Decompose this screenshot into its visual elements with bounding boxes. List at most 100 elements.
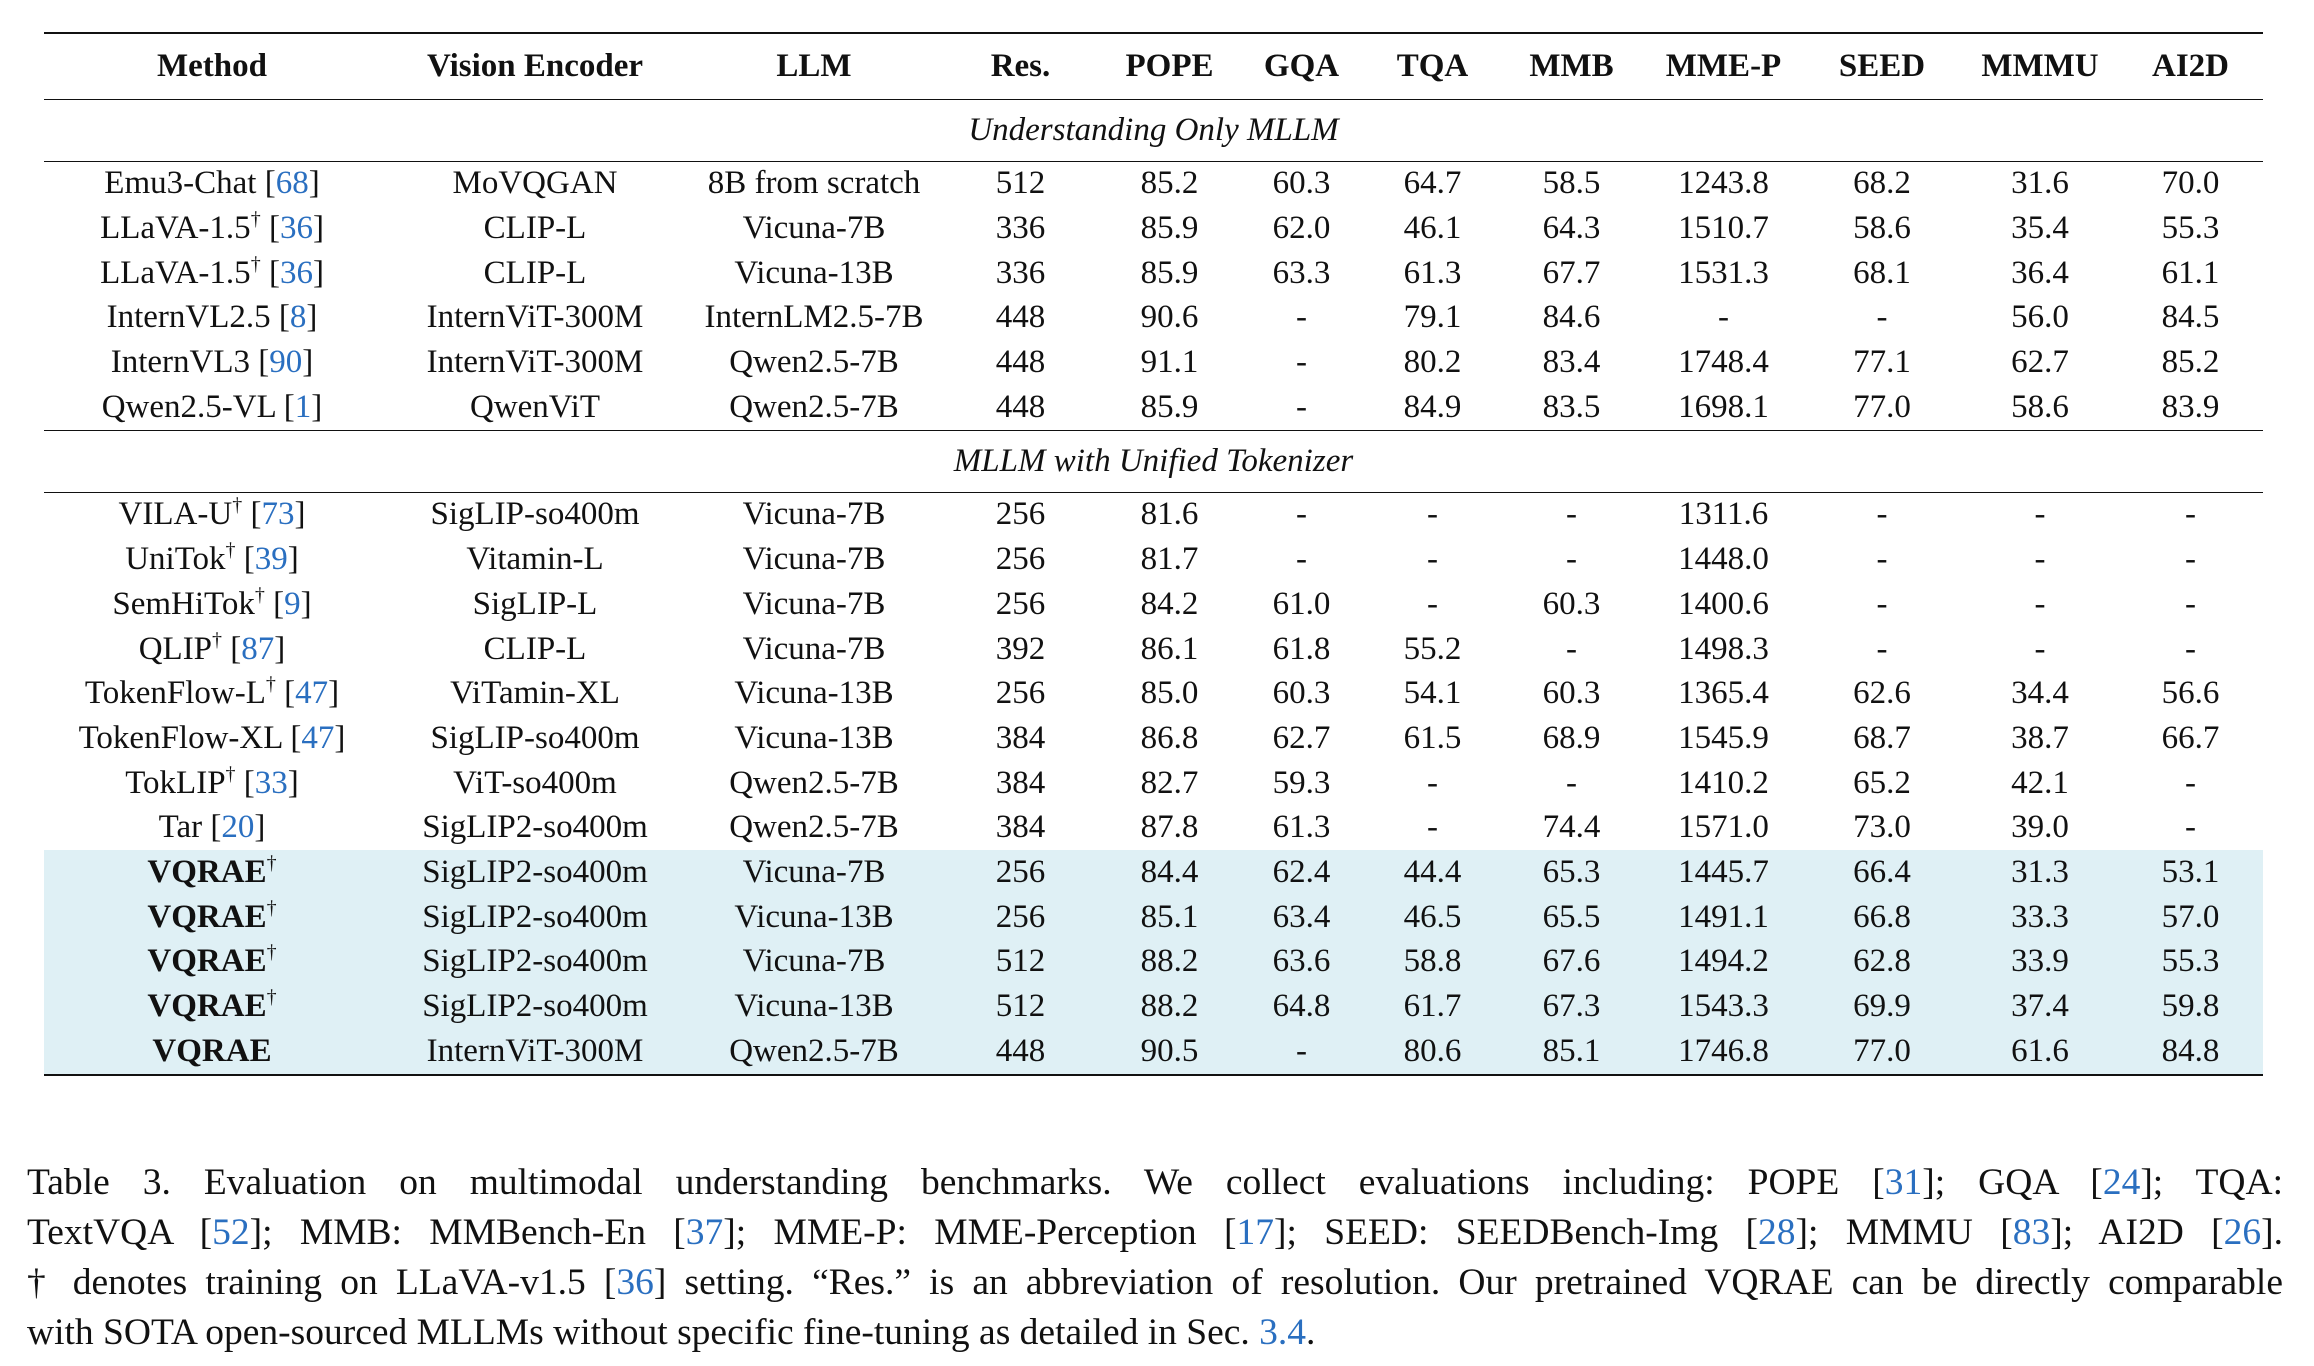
cell-mme-p: 1365.4 <box>1678 675 1769 712</box>
cell-tqa: 54.1 <box>1403 675 1462 712</box>
cell-mmb: 85.1 <box>1498 1028 1645 1076</box>
citation-link[interactable]: 8 <box>289 299 307 336</box>
method-name: TokLIP <box>125 764 226 801</box>
citation-link[interactable]: 87 <box>241 630 275 667</box>
cell-llm: Vicuna-13B <box>690 894 938 940</box>
method-name: LLaVA-1.5 <box>100 210 251 247</box>
column-header: GQA <box>1236 32 1367 100</box>
citation-link[interactable]: 68 <box>275 165 309 202</box>
column-header: POPE <box>1103 32 1236 100</box>
citation-link[interactable]: 3.4 <box>1259 1312 1307 1353</box>
dagger-mark: † <box>250 208 261 231</box>
dagger-mark: † <box>265 673 276 696</box>
cell-mmmu: 56.0 <box>2011 299 2069 336</box>
cell-mmb: 67.7 <box>1542 254 1601 291</box>
cell-mme-p: 1545.9 <box>1678 719 1769 756</box>
cell-mme-p: 1510.7 <box>1678 210 1769 247</box>
method-name: QLIP <box>138 630 213 667</box>
cell-gqa: 62.4 <box>1236 850 1367 895</box>
citation-link[interactable]: 47 <box>295 675 329 712</box>
cell-res-: 256 <box>995 675 1046 712</box>
citation-link[interactable]: 26 <box>2223 1212 2262 1253</box>
method-name: VQRAE <box>147 898 267 935</box>
citation-link[interactable]: 1 <box>294 388 312 425</box>
citation-link[interactable]: 20 <box>221 809 255 846</box>
cell-seed: - <box>1876 585 1888 622</box>
section-header-row: MLLM with Unified Tokenizer <box>44 429 2263 493</box>
citation-link[interactable]: 36 <box>279 254 313 291</box>
citation-link[interactable]: 9 <box>284 585 301 622</box>
citation-link[interactable]: 36 <box>616 1262 654 1303</box>
cell-llm: Qwen2.5-7B <box>729 344 899 381</box>
citation-link[interactable]: 47 <box>301 719 335 756</box>
cell-llm: Vicuna-13B <box>734 254 894 291</box>
method-name: Emu3-Chat <box>104 165 257 202</box>
method-cell: Qwen2.5-VL [1] <box>101 388 323 425</box>
cell-res-: 256 <box>995 541 1046 578</box>
cell-seed: 77.1 <box>1853 344 1911 381</box>
cell-gqa: - <box>1296 541 1307 578</box>
cell-mmb: 65.3 <box>1498 850 1645 895</box>
cell-res-: 512 <box>995 165 1046 202</box>
column-header: LLM <box>690 32 938 100</box>
column-header: Res. <box>938 32 1103 100</box>
cell-tqa: - <box>1427 496 1438 533</box>
cell-seed: 62.6 <box>1853 675 1911 712</box>
cell-mme-p: 1698.1 <box>1678 388 1769 425</box>
citation-link[interactable]: 24 <box>2102 1162 2141 1203</box>
cell-mmb: - <box>1566 541 1577 578</box>
cell-mme-p: 1748.4 <box>1678 344 1769 381</box>
cell-llm: Vicuna-13B <box>734 675 894 712</box>
cell-mmmu: - <box>2034 630 2046 667</box>
cell-ai2d: 61.1 <box>2161 254 2220 291</box>
citation-link[interactable]: 17 <box>1236 1212 1275 1253</box>
citation-link[interactable]: 90 <box>269 344 303 381</box>
citation-link[interactable]: 83 <box>2012 1212 2051 1253</box>
citation-link[interactable]: 37 <box>685 1212 724 1253</box>
citation-link[interactable]: 73 <box>261 496 295 533</box>
cell-gqa: 61.0 <box>1272 585 1331 622</box>
cell-seed: 68.7 <box>1853 719 1911 756</box>
cell-ai2d: 57.0 <box>2118 894 2263 940</box>
cell-res-: 256 <box>938 894 1103 940</box>
caption-text: ]; MMB: MMBench-En [ <box>249 1212 686 1253</box>
cell-res-: 384 <box>995 764 1046 801</box>
caption-text: ]; SEED: SEEDBench-Img [ <box>1274 1212 1759 1253</box>
method-name: Qwen2.5-VL <box>101 388 276 425</box>
cell-gqa: 63.3 <box>1272 254 1331 291</box>
cell-mmmu: 61.6 <box>1962 1028 2118 1076</box>
cell-llm: InternLM2.5-7B <box>704 299 924 336</box>
cell-seed: 69.9 <box>1802 984 1962 1029</box>
cell-mmmu: 39.0 <box>2011 809 2069 846</box>
cell-mmmu: 31.3 <box>1962 850 2118 895</box>
citation-link[interactable]: 28 <box>1758 1212 1796 1253</box>
caption-line: with SOTA open-sourced MLLMs without spe… <box>27 1308 2283 1358</box>
method-name: VQRAE <box>147 943 267 980</box>
citation-link[interactable]: 33 <box>254 764 288 801</box>
table-caption: Table 3. Evaluation on multimodal unders… <box>27 1158 2283 1358</box>
method-cell: InternVL3 [90] <box>110 344 314 381</box>
citation-link[interactable]: 39 <box>254 541 288 578</box>
cell-ai2d: - <box>2185 630 2196 667</box>
cell-res-: 392 <box>995 630 1046 667</box>
cell-gqa: - <box>1296 344 1307 381</box>
cell-mmb: 67.6 <box>1498 939 1645 985</box>
citation-link[interactable]: 31 <box>1884 1162 1923 1203</box>
cell-vision-encoder: SigLIP2-so400m <box>380 850 690 895</box>
cell-pope: 84.2 <box>1140 585 1199 622</box>
cell-pope: 84.4 <box>1103 850 1236 895</box>
cell-vision-encoder: SigLIP-so400m <box>430 719 640 756</box>
cell-llm: Vicuna-13B <box>734 719 894 756</box>
caption-text: ]; TQA: <box>2140 1162 2284 1203</box>
cell-ai2d: - <box>2185 496 2196 533</box>
cell-mmmu: - <box>2034 541 2046 578</box>
table-header-row: Method Vision Encoder LLM Res. POPE GQA TQA MMB… <box>44 32 2263 100</box>
cell-ai2d: 70.0 <box>2161 165 2220 202</box>
citation-link[interactable]: 36 <box>279 210 313 247</box>
table-row: Qwen2.5-VL [1] QwenViT Qwen2.5-7B 448 85.9 - 8… <box>44 385 2263 430</box>
caption-text: TextVQA [ <box>27 1212 213 1253</box>
citation-link[interactable]: 52 <box>212 1212 250 1253</box>
cell-mmb: 74.4 <box>1542 809 1601 846</box>
cell-mmmu: 38.7 <box>2011 719 2069 756</box>
cell-llm: Vicuna-7B <box>690 850 938 895</box>
